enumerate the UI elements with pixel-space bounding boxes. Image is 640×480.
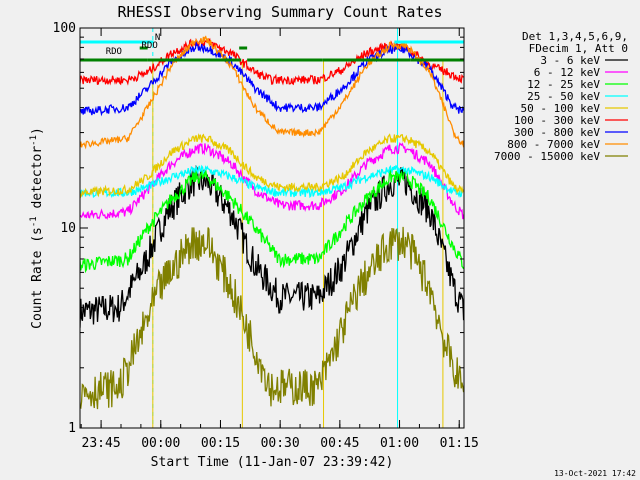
x-tick-label: 00:00 bbox=[141, 436, 180, 451]
legend: Det 1,3,4,5,6,9, FDecim 1, Att 0 3 - 6 k… bbox=[494, 30, 628, 163]
y-axis-label: Count Rate (s-1 detector-1) bbox=[29, 127, 45, 329]
legend-label-5: 100 - 300 keV bbox=[514, 114, 600, 127]
chart-title: RHESSI Observing Summary Count Rates bbox=[117, 3, 442, 21]
legend-label-6: 300 - 800 keV bbox=[514, 126, 600, 139]
legend-header-2: FDecim 1, Att 0 bbox=[529, 42, 628, 55]
legend-label-2: 12 - 25 keV bbox=[527, 78, 600, 91]
y-axis-label-mid: detector bbox=[30, 146, 45, 217]
y-axis-label-end: ) bbox=[30, 127, 45, 135]
x-axis-label: Start Time (11-Jan-07 23:39:42) bbox=[151, 455, 394, 470]
legend-label-0: 3 - 6 keV bbox=[540, 54, 600, 67]
legend-label-8: 7000 - 15000 keV bbox=[494, 150, 600, 163]
x-tick-label: 01:15 bbox=[440, 436, 479, 451]
series-line-3 bbox=[80, 164, 464, 199]
flag-label-0: RDO bbox=[106, 47, 122, 57]
y-axis-label-sup1: -1 bbox=[29, 216, 39, 227]
flag-label-1: RDO bbox=[142, 41, 158, 51]
series-line-8 bbox=[80, 226, 464, 410]
x-tick-label: 00:15 bbox=[201, 436, 240, 451]
x-tick-label: 23:45 bbox=[82, 436, 121, 451]
x-tick-label: 00:30 bbox=[261, 436, 300, 451]
flag-label-2: N bbox=[155, 33, 160, 43]
legend-label-4: 50 - 100 keV bbox=[521, 102, 601, 115]
series-line-6 bbox=[80, 40, 464, 117]
y-tick-label: 100 bbox=[53, 21, 76, 36]
legend-header-1: Det 1,3,4,5,6,9, bbox=[522, 30, 628, 43]
series-line-2 bbox=[80, 168, 464, 274]
y-tick-label: 1 bbox=[68, 421, 76, 436]
series-line-5 bbox=[80, 37, 464, 86]
x-tick-label: 00:45 bbox=[320, 436, 359, 451]
y-axis-label-sup2: -1 bbox=[29, 135, 39, 146]
series-line-1 bbox=[80, 142, 464, 220]
y-axis-label-main: Count Rate (s bbox=[30, 227, 45, 329]
legend-label-3: 25 - 50 keV bbox=[527, 90, 600, 103]
x-tick-label: 01:00 bbox=[380, 436, 419, 451]
legend-label-7: 800 - 7000 keV bbox=[507, 138, 600, 151]
y-tick-label: 10 bbox=[60, 221, 76, 236]
series-line-7 bbox=[80, 35, 464, 150]
series-line-4 bbox=[80, 133, 464, 199]
legend-label-1: 6 - 12 keV bbox=[534, 66, 601, 79]
footer-timestamp: 13-Oct-2021 17:42 bbox=[554, 469, 636, 478]
